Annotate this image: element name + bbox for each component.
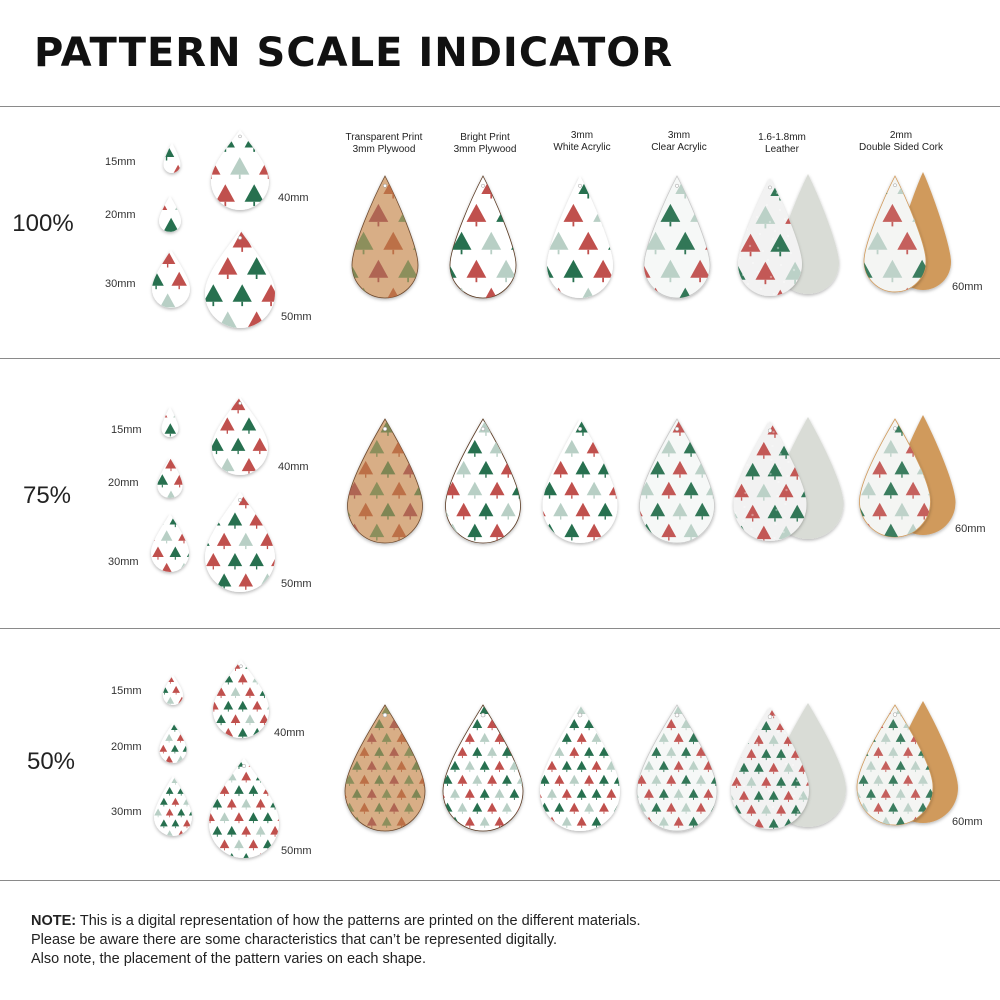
earring-size-20mm xyxy=(157,458,183,498)
divider-2 xyxy=(0,628,1000,629)
size-label-50: 50mm xyxy=(281,311,312,323)
earring-size-30mm xyxy=(154,776,192,836)
earring-size-50mm xyxy=(205,492,275,592)
size-label-50: 50mm xyxy=(281,845,312,857)
note-text: NOTE: This is a digital representation o… xyxy=(31,913,641,967)
earring-size-40mm xyxy=(213,660,269,738)
scale-percent: 100% xyxy=(12,210,74,237)
section-50: 50% 15mm 20mm 30mm 40mm 50mm 60mm xyxy=(0,630,1000,880)
size-label-30: 30mm xyxy=(111,806,142,818)
size-label-40: 40mm xyxy=(278,461,309,473)
material-label-transparent-plywood: Transparent Print 3mm Plywood xyxy=(345,132,423,155)
size-label-50: 50mm xyxy=(281,578,312,590)
divider-bottom xyxy=(0,880,1000,881)
size-label-60: 60mm xyxy=(952,816,983,828)
earring-size-50mm xyxy=(209,758,279,858)
size-label-20: 20mm xyxy=(111,741,142,753)
earring-cork xyxy=(859,418,931,538)
earring-leather xyxy=(733,421,807,541)
earring-size-15mm xyxy=(163,143,181,173)
material-label-cork: 2mm Double Sided Cork xyxy=(859,130,943,153)
earring-cork xyxy=(863,175,927,293)
divider-top xyxy=(0,106,1000,107)
earring-size-15mm xyxy=(163,675,183,705)
size-label-20: 20mm xyxy=(105,209,136,221)
earring-leather xyxy=(738,178,802,296)
size-label-60: 60mm xyxy=(952,281,983,293)
size-label-15: 15mm xyxy=(111,685,142,697)
size-label-40: 40mm xyxy=(274,727,305,739)
earring-size-15mm xyxy=(161,407,179,437)
material-label-bright-plywood: Bright Print 3mm Plywood xyxy=(453,132,517,155)
material-label-clear-acrylic: 3mm Clear Acrylic xyxy=(651,130,707,153)
section-75: 75% 15mm 20mm 30mm 40mm 50mm 60mm xyxy=(0,360,1000,610)
size-label-60: 60mm xyxy=(955,523,986,535)
size-label-30: 30mm xyxy=(105,278,136,290)
earring-size-20mm xyxy=(159,196,181,232)
earring-white-acrylic xyxy=(547,176,613,298)
scale-percent: 50% xyxy=(26,748,76,775)
size-label-40: 40mm xyxy=(278,192,309,204)
earring-transparent-plywood xyxy=(351,175,419,299)
material-label-white-acrylic: 3mm White Acrylic xyxy=(553,130,611,153)
size-label-30: 30mm xyxy=(108,556,139,568)
section-100: 100% 15mm 20mm 30mm 40mm 50mm 60mm xyxy=(0,108,1000,358)
earring-bright-plywood xyxy=(449,175,517,299)
page-title: PATTERN SCALE INDICATOR xyxy=(34,30,674,76)
note-label: NOTE: xyxy=(31,913,77,929)
size-label-15: 15mm xyxy=(105,156,136,168)
size-label-15: 15mm xyxy=(111,424,142,436)
scale-percent: 75% xyxy=(22,482,72,509)
divider-1 xyxy=(0,358,1000,359)
size-label-20: 20mm xyxy=(108,477,139,489)
earring-size-40mm xyxy=(212,397,268,475)
material-label-leather: 1.6-1.8mm Leather xyxy=(758,132,806,155)
earring-size-40mm xyxy=(211,130,269,210)
earring-size-20mm xyxy=(159,723,187,763)
earring-bright-plywood xyxy=(442,704,524,832)
